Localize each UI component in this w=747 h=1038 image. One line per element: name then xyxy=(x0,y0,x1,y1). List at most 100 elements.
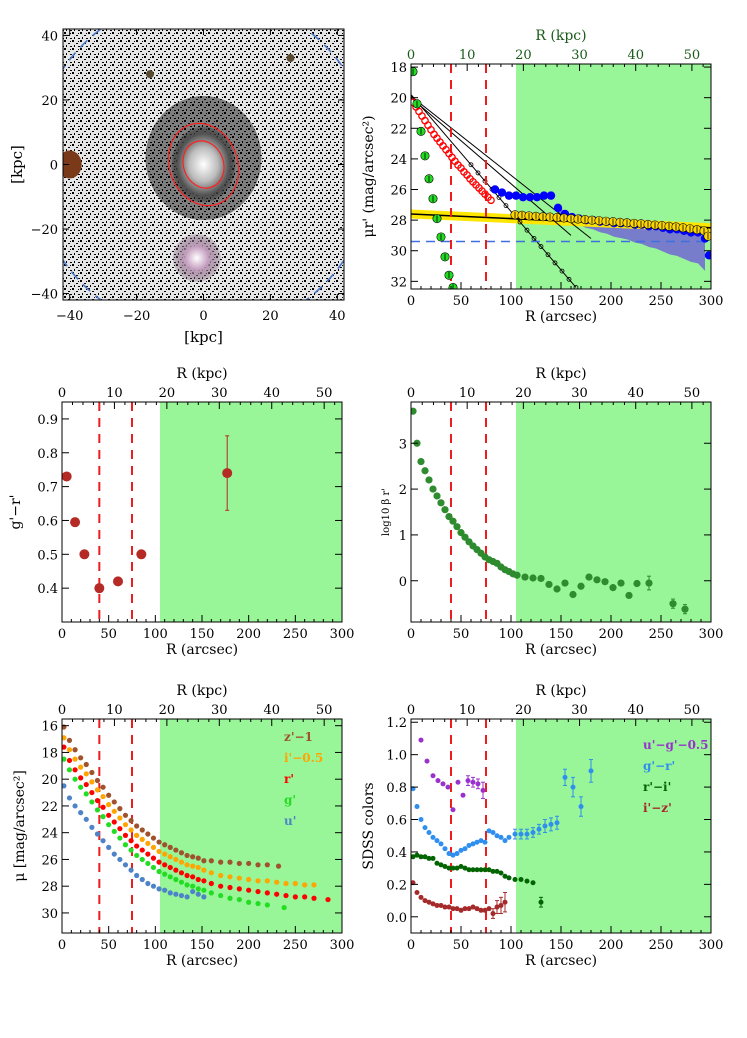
data-point xyxy=(173,847,179,853)
y-tick-label: 0.2 xyxy=(386,878,407,893)
data-point xyxy=(208,880,214,887)
x2-tick-label: 50 xyxy=(684,386,701,401)
data-point xyxy=(122,822,129,828)
data-point xyxy=(486,867,492,873)
x2-tick-label: 10 xyxy=(459,703,476,718)
data-point xyxy=(167,844,173,851)
model-point xyxy=(573,285,579,289)
data-point xyxy=(106,792,112,798)
x-tick-label: 20 xyxy=(262,309,279,324)
data-point xyxy=(72,803,78,809)
data-point xyxy=(66,767,73,773)
series-3 xyxy=(411,880,508,919)
data-point xyxy=(445,784,451,790)
data-point xyxy=(474,839,480,845)
y-tick-label: 1.0 xyxy=(386,749,407,764)
panel-gr: 0 50 100 150 200 250 300 0 10 20 30 40 50 0.4 0.5 0.6 0.… xyxy=(8,366,354,658)
x-tick-label: 50 xyxy=(100,938,117,953)
data-point xyxy=(62,735,67,741)
y-tick-label: 0.5 xyxy=(37,548,58,563)
data-point xyxy=(72,747,78,753)
data-point xyxy=(548,821,554,827)
data-point xyxy=(227,895,233,901)
data-point xyxy=(150,855,157,861)
data-point xyxy=(518,877,524,882)
x-tick-label: 300 xyxy=(330,938,355,953)
series-3 xyxy=(411,67,458,289)
data-point xyxy=(422,854,428,860)
x2-tick-label: 50 xyxy=(316,386,333,401)
data-point xyxy=(482,839,488,845)
ticks: 0 50 100 150 200 250 300 0 10 20 30 40 50 0.4 0.5 0.6 0.… xyxy=(37,386,354,642)
x-tick-label: 50 xyxy=(453,938,470,953)
data-point xyxy=(553,585,561,593)
data-point xyxy=(455,779,461,785)
x-tick-label: 150 xyxy=(549,938,574,953)
data-point xyxy=(134,852,140,859)
data-point xyxy=(111,828,117,834)
series-0 xyxy=(62,724,282,869)
x2-tick-label: 10 xyxy=(106,703,123,718)
x-tick-label: 150 xyxy=(549,294,574,309)
data-point xyxy=(325,896,331,903)
x-tick-label: 100 xyxy=(499,938,524,953)
data-point xyxy=(89,789,95,796)
small-source xyxy=(286,54,295,63)
x-tick-label: 200 xyxy=(236,938,261,953)
x2-tick-label: 30 xyxy=(571,703,588,718)
series-0 xyxy=(62,435,233,594)
data-point xyxy=(208,870,214,876)
data-point xyxy=(184,862,190,868)
data-point xyxy=(173,876,179,883)
data-point xyxy=(78,810,84,816)
y-tick-label: 40 xyxy=(41,29,58,44)
x-tick-label: 150 xyxy=(190,938,215,953)
data-point xyxy=(201,867,207,873)
data-point xyxy=(94,797,101,804)
y-tick-label: 24 xyxy=(41,827,58,842)
series-0 xyxy=(411,407,689,615)
x2-tick-label: 10 xyxy=(459,48,476,63)
legend-entry: u'−g'−0.5 xyxy=(643,738,708,752)
x2-tick-label: 0 xyxy=(407,386,415,401)
data-point xyxy=(430,901,436,907)
data-point xyxy=(442,846,448,852)
data-point xyxy=(106,844,112,851)
data-point xyxy=(78,775,84,781)
data-point xyxy=(83,761,89,768)
data-point xyxy=(430,834,436,840)
data-point xyxy=(562,774,568,780)
data-point xyxy=(302,882,308,888)
data-point xyxy=(195,864,201,871)
data-point xyxy=(429,485,437,493)
x-tick-label: 250 xyxy=(283,938,308,953)
data-point xyxy=(482,907,488,913)
data-point xyxy=(578,804,584,810)
ticks: 0 50 100 150 200 250 300 0 10 20 30 40 50 0 1 2 3 xyxy=(399,386,724,642)
data-point xyxy=(494,868,500,874)
data-point xyxy=(494,833,500,839)
data-point xyxy=(458,907,464,913)
data-point xyxy=(66,737,73,744)
x-tick-label: 250 xyxy=(283,627,308,642)
data-point xyxy=(227,884,233,891)
y-tick-label: −40 xyxy=(31,288,58,303)
data-point xyxy=(201,878,207,884)
data-point xyxy=(62,744,67,750)
data-point xyxy=(122,832,129,838)
data-point xyxy=(94,583,105,594)
data-point xyxy=(255,878,261,884)
data-point xyxy=(424,758,430,764)
x-tick-label: 0 xyxy=(407,294,415,309)
plot-area xyxy=(62,719,331,933)
x2-tick-label: 40 xyxy=(627,703,644,718)
data-point xyxy=(62,783,67,789)
data-point xyxy=(178,892,185,899)
data-point xyxy=(274,891,280,897)
data-point xyxy=(162,871,168,877)
data-point xyxy=(145,860,151,867)
data-point xyxy=(190,883,196,889)
x-tick-label: −40 xyxy=(56,309,83,324)
series-1 xyxy=(411,759,594,858)
x2-tick-label: 20 xyxy=(515,386,532,401)
